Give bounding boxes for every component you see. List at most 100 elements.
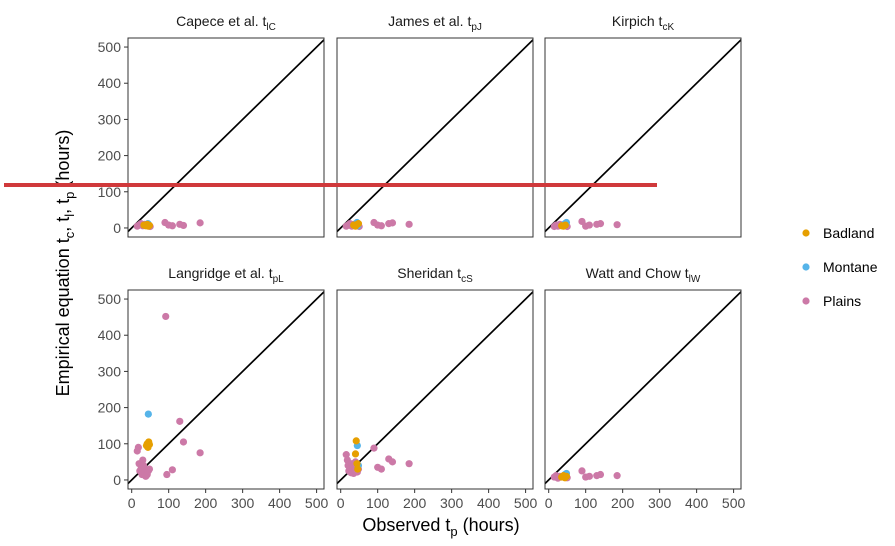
data-point-plains bbox=[139, 456, 147, 464]
data-point-plains bbox=[176, 417, 184, 425]
data-point-plains bbox=[196, 449, 204, 457]
data-point-badland bbox=[353, 460, 361, 468]
data-point-plains bbox=[179, 221, 188, 230]
data-point-plains bbox=[596, 470, 605, 479]
data-point-badland bbox=[354, 465, 362, 473]
panel-title-subscript: lC bbox=[266, 22, 275, 33]
panel-title-text: Langridge et al. t bbox=[168, 265, 272, 281]
data-point-plains bbox=[596, 220, 605, 228]
y-tick-label: 300 bbox=[98, 363, 122, 379]
one-to-one-line bbox=[337, 38, 533, 233]
y-axis-title-subscript: l bbox=[62, 214, 77, 217]
x-tick-label: 400 bbox=[477, 495, 501, 511]
data-point-plains bbox=[168, 222, 176, 230]
panel-title-subscript: lW bbox=[689, 274, 701, 285]
y-tick-label: 0 bbox=[113, 472, 121, 488]
x-tick-label: 400 bbox=[685, 495, 709, 511]
y-tick-label: 500 bbox=[98, 39, 122, 55]
data-point-badland bbox=[352, 437, 360, 445]
panel-title: Capece et al. tlC bbox=[176, 13, 276, 33]
y-axis-title-text: , t bbox=[53, 199, 73, 214]
panel-title-text: Sheridan t bbox=[397, 265, 461, 281]
panel-title-subscript: pL bbox=[273, 274, 285, 285]
data-point-plains bbox=[163, 470, 171, 479]
data-point-badland bbox=[145, 221, 154, 230]
panel-title-text: Watt and Chow t bbox=[586, 265, 689, 281]
data-point-plains bbox=[377, 465, 385, 473]
data-point-plains bbox=[578, 467, 586, 475]
y-tick-label: 200 bbox=[98, 148, 122, 164]
x-tick-label: 500 bbox=[514, 495, 538, 511]
data-point-plains bbox=[585, 472, 593, 480]
y-axis-title-subscript: c bbox=[62, 231, 77, 238]
x-tick-label: 300 bbox=[440, 495, 464, 511]
panel-title-text: Capece et al. t bbox=[176, 13, 266, 29]
x-tick-label: 0 bbox=[545, 495, 553, 511]
panel-4: Langridge et al. tpL bbox=[127, 265, 325, 490]
chart-panels: Capece et al. tlC James et al. tpJ Kirpich… bbox=[127, 13, 742, 490]
panel-6: Watt and Chow tlW bbox=[544, 265, 742, 490]
x-axis-title-subscript: p bbox=[450, 524, 457, 539]
data-point-plains bbox=[370, 444, 378, 452]
panel-title-text: James et al. t bbox=[388, 13, 471, 29]
data-point-plains bbox=[388, 219, 397, 227]
panel-5: Sheridan tcS bbox=[336, 265, 534, 490]
panel-border bbox=[127, 37, 325, 238]
legend-key-montane bbox=[802, 263, 810, 271]
data-point-plains bbox=[405, 460, 413, 468]
legend-key-badland bbox=[802, 229, 810, 237]
panel-3: Kirpich tcK bbox=[544, 13, 742, 238]
panel-title: Kirpich tcK bbox=[612, 13, 675, 33]
data-point-badland bbox=[145, 440, 154, 449]
x-tick-label: 400 bbox=[268, 495, 292, 511]
data-point-plains bbox=[179, 438, 188, 446]
panel-title: James et al. tpJ bbox=[388, 13, 482, 33]
data-point-plains bbox=[405, 220, 413, 228]
y-axis-title-subscript: p bbox=[62, 192, 77, 199]
y-tick-label: 100 bbox=[98, 184, 122, 200]
data-point-plains bbox=[134, 443, 142, 451]
one-to-one-line bbox=[337, 290, 533, 485]
x-tick-label: 500 bbox=[305, 495, 329, 511]
y-tick-label: 0 bbox=[113, 220, 121, 236]
data-point-plains bbox=[145, 465, 154, 473]
data-point-plains bbox=[196, 219, 204, 227]
y-tick-label: 200 bbox=[98, 400, 122, 416]
data-point-plains bbox=[168, 466, 176, 474]
data-point-plains bbox=[388, 458, 397, 466]
x-tick-label: 100 bbox=[574, 495, 598, 511]
x-tick-label: 100 bbox=[157, 495, 181, 511]
x-tick-label: 500 bbox=[722, 495, 746, 511]
y-axis-title-text: (hours) bbox=[53, 130, 73, 192]
one-to-one-line bbox=[545, 290, 741, 485]
data-point-badland bbox=[561, 221, 569, 229]
x-tick-label: 200 bbox=[403, 495, 427, 511]
data-point-plains bbox=[585, 221, 593, 229]
data-point-plains bbox=[162, 312, 170, 321]
panel-2: James et al. tpJ bbox=[336, 13, 534, 238]
data-point-badland bbox=[351, 450, 360, 458]
panel-title-subscript: cK bbox=[662, 22, 674, 33]
panel-title: Sheridan tcS bbox=[397, 265, 473, 285]
data-point-montane bbox=[144, 410, 152, 418]
data-point-plains bbox=[613, 221, 621, 229]
panel-1: Capece et al. tlC bbox=[127, 13, 325, 238]
y-tick-label: 400 bbox=[98, 327, 122, 343]
x-tick-label: 200 bbox=[611, 495, 635, 511]
legend-label-montane: Montane bbox=[823, 259, 878, 275]
panel-title: Langridge et al. tpL bbox=[168, 265, 284, 285]
one-to-one-line bbox=[128, 38, 324, 233]
legend-key-plains bbox=[802, 297, 810, 305]
data-point-badland bbox=[354, 220, 363, 228]
y-axis-title: Empirical equation tc, tl, tp (hours) bbox=[53, 130, 77, 397]
panel-border bbox=[336, 37, 534, 238]
y-tick-label: 300 bbox=[98, 111, 122, 127]
x-tick-label: 100 bbox=[366, 495, 390, 511]
data-point-plains bbox=[377, 222, 385, 230]
y-tick-label: 400 bbox=[98, 75, 122, 91]
panel-border bbox=[336, 289, 534, 490]
panel-border bbox=[544, 37, 742, 238]
one-to-one-line bbox=[128, 290, 324, 485]
panel-border bbox=[544, 289, 742, 490]
